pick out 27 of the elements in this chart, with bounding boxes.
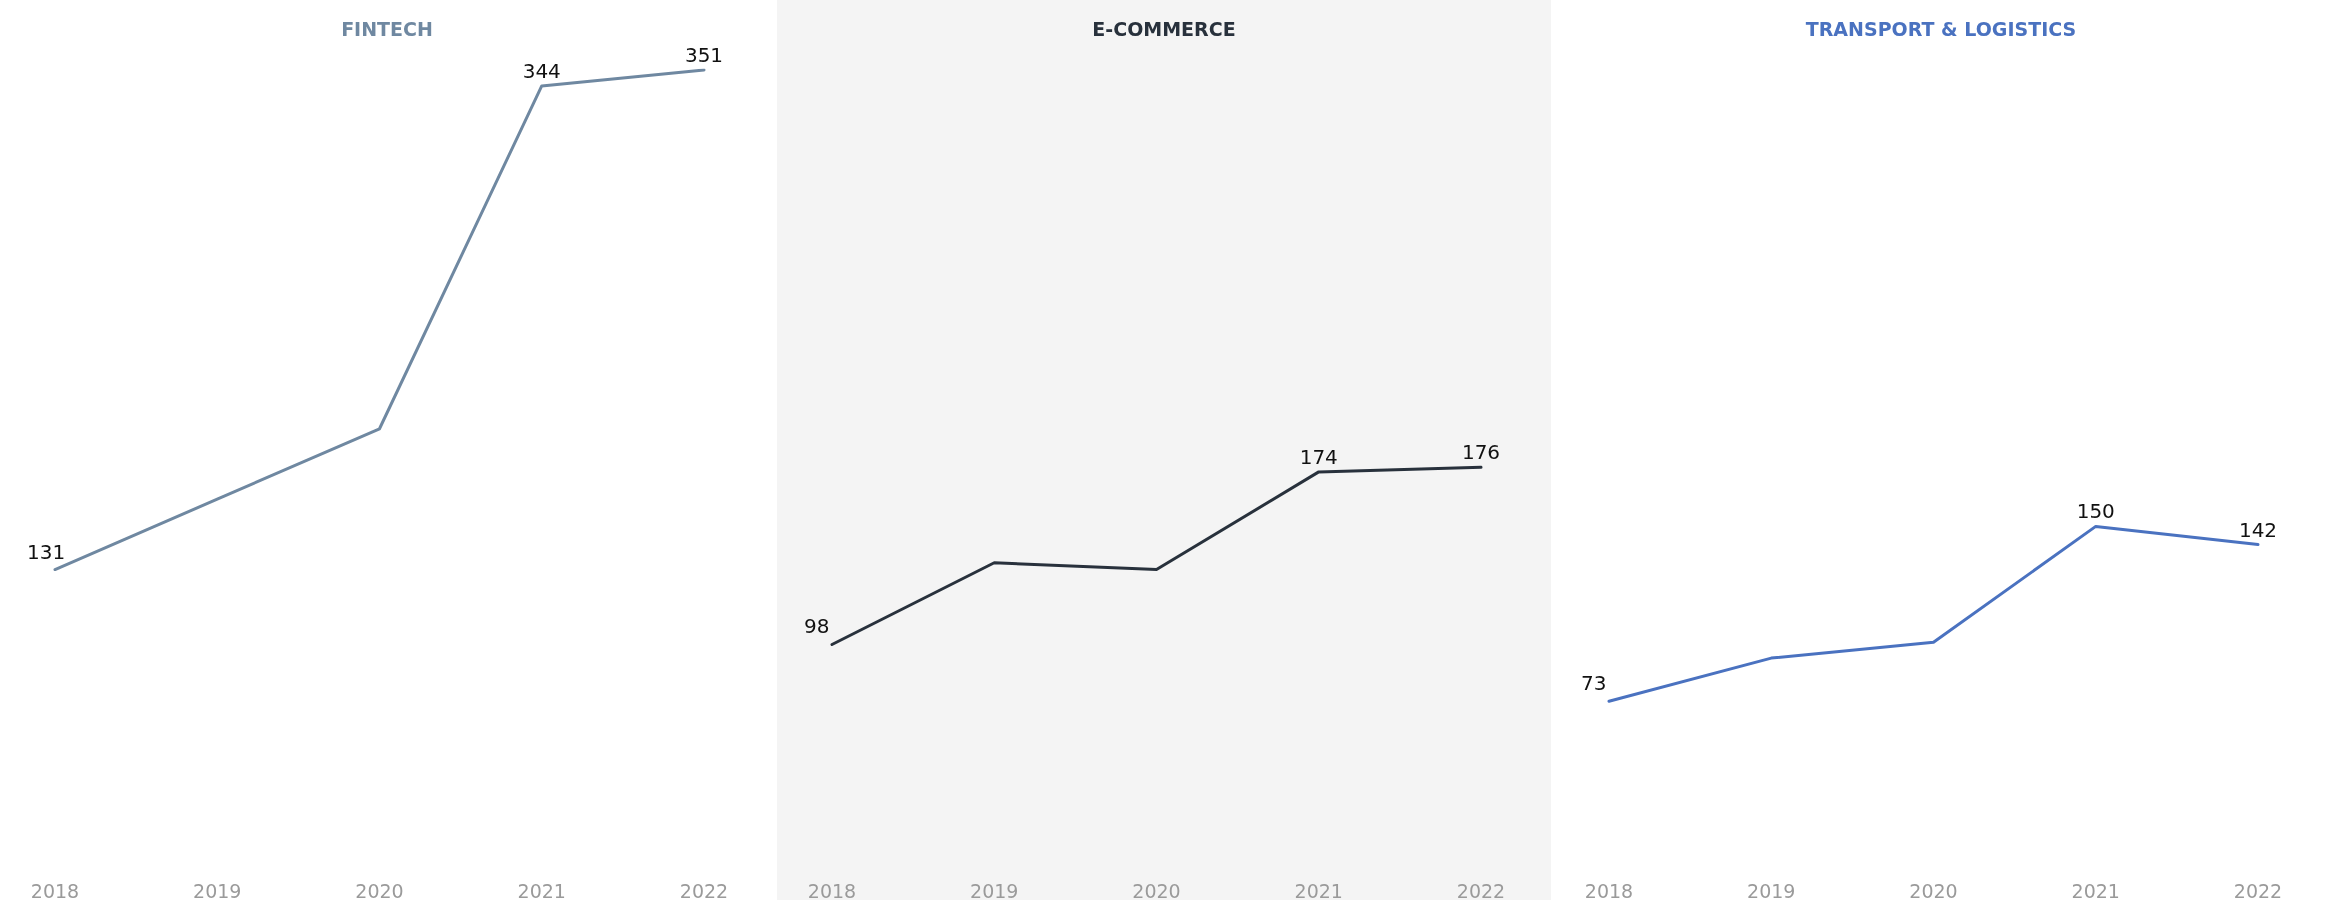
x-tick-label: 2021 — [517, 879, 566, 902]
x-tick-label: 2019 — [193, 879, 242, 902]
x-tick-label: 2022 — [2233, 879, 2283, 902]
x-tick-label: 2022 — [679, 879, 729, 902]
data-label: 142 — [2238, 517, 2278, 542]
data-label: 174 — [1299, 444, 1338, 469]
data-label: 98 — [804, 614, 830, 639]
x-tick-label: 2020 — [1132, 879, 1181, 902]
data-label: 176 — [1461, 440, 1501, 465]
x-tick-label: 2020 — [355, 879, 404, 902]
x-tick-label: 2019 — [1747, 879, 1796, 902]
chart-title: E-COMMERCE — [1092, 17, 1236, 40]
x-tick-label: 2022 — [1456, 879, 1506, 902]
data-label: 131 — [27, 539, 66, 564]
chart-title: FINTECH — [341, 17, 433, 40]
x-tick-label: 2021 — [2071, 879, 2120, 902]
data-label: 351 — [684, 43, 724, 67]
x-tick-label: 2018 — [1584, 879, 1634, 902]
x-tick-label: 2019 — [970, 879, 1019, 902]
x-tick-label: 2020 — [1909, 879, 1958, 902]
x-tick-label: 2021 — [1294, 879, 1343, 902]
x-tick-label: 2018 — [30, 879, 80, 902]
data-label: 344 — [522, 58, 561, 83]
data-label: 150 — [2076, 499, 2115, 524]
chart-title: TRANSPORT & LOGISTICS — [1805, 17, 2077, 40]
data-label: 73 — [1581, 671, 1607, 696]
x-tick-label: 2018 — [807, 879, 857, 902]
